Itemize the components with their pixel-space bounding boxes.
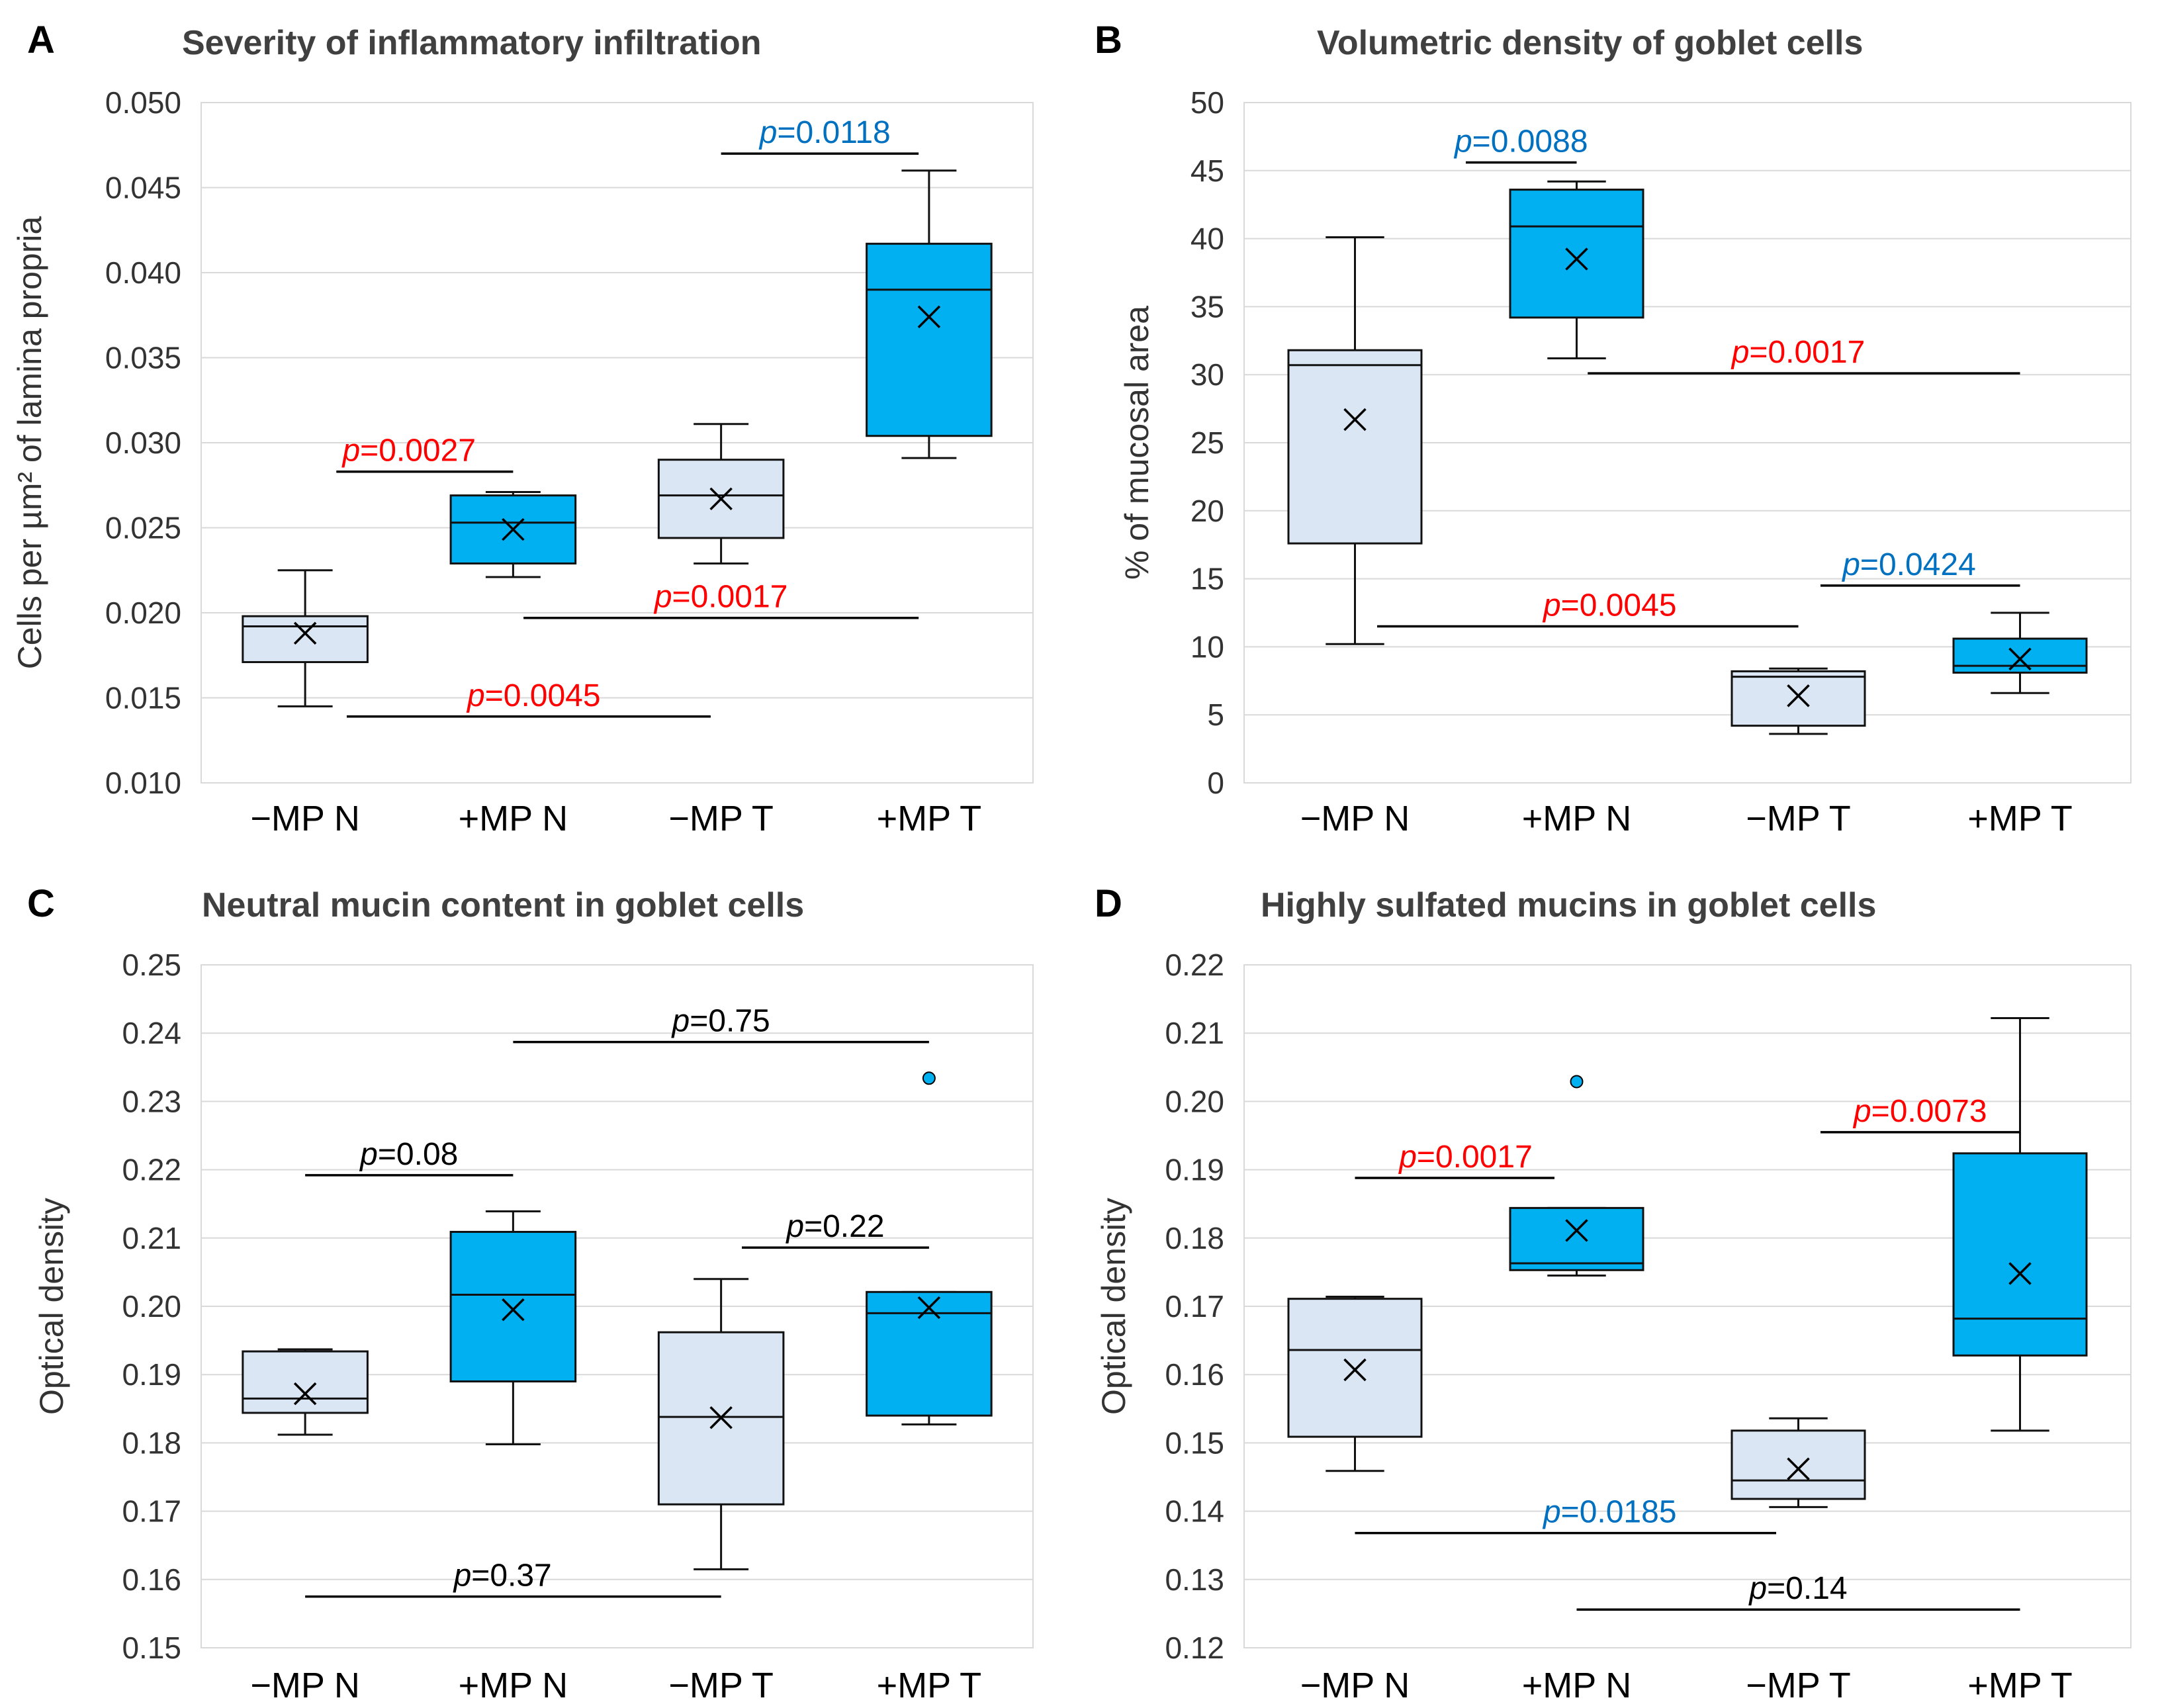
y-tick-label: 0.035 bbox=[105, 341, 181, 375]
chart-title: Severity of inflammatory infiltration bbox=[182, 24, 762, 62]
p-value-label: p=0.0045 bbox=[466, 678, 601, 713]
x-category-label: +MP T bbox=[877, 799, 982, 838]
mean-marker bbox=[917, 305, 941, 329]
significance-annotation: p=0.0027 bbox=[336, 433, 514, 473]
mean-marker bbox=[293, 621, 317, 645]
y-tick-label: 0.050 bbox=[105, 85, 181, 120]
y-axis-label: Cells per µm² of lamina propria bbox=[11, 216, 48, 670]
mean-marker bbox=[502, 517, 525, 541]
y-tick-label: 0.020 bbox=[105, 596, 181, 630]
box-iqr bbox=[242, 615, 369, 664]
x-category-label: −MP N bbox=[250, 799, 360, 838]
box-1 bbox=[242, 569, 369, 707]
box-4 bbox=[866, 169, 993, 459]
mean-marker bbox=[709, 487, 733, 511]
significance-annotation: p=0.0017 bbox=[523, 580, 919, 619]
x-category-label: +MP N bbox=[459, 799, 568, 838]
p-value-label: p=0.0017 bbox=[653, 580, 788, 615]
y-tick-label: 0.045 bbox=[105, 171, 181, 205]
y-tick-label: 0.040 bbox=[105, 255, 181, 290]
box-2 bbox=[449, 491, 577, 578]
box-iqr bbox=[657, 459, 785, 539]
box-3 bbox=[657, 423, 785, 564]
significance-annotation: p=0.0118 bbox=[721, 115, 919, 155]
y-tick-label: 0.010 bbox=[105, 766, 181, 800]
y-tick-label: 0.030 bbox=[105, 426, 181, 460]
x-category-label: −MP T bbox=[668, 799, 774, 838]
y-tick-label: 0.025 bbox=[105, 511, 181, 545]
p-value-label: p=0.0027 bbox=[341, 433, 476, 469]
y-tick-label: 0.015 bbox=[105, 681, 181, 715]
box-iqr bbox=[866, 242, 993, 437]
significance-annotation: p=0.0045 bbox=[346, 678, 711, 718]
panel-letter: A bbox=[27, 19, 55, 62]
p-value-label: p=0.0118 bbox=[758, 115, 891, 150]
